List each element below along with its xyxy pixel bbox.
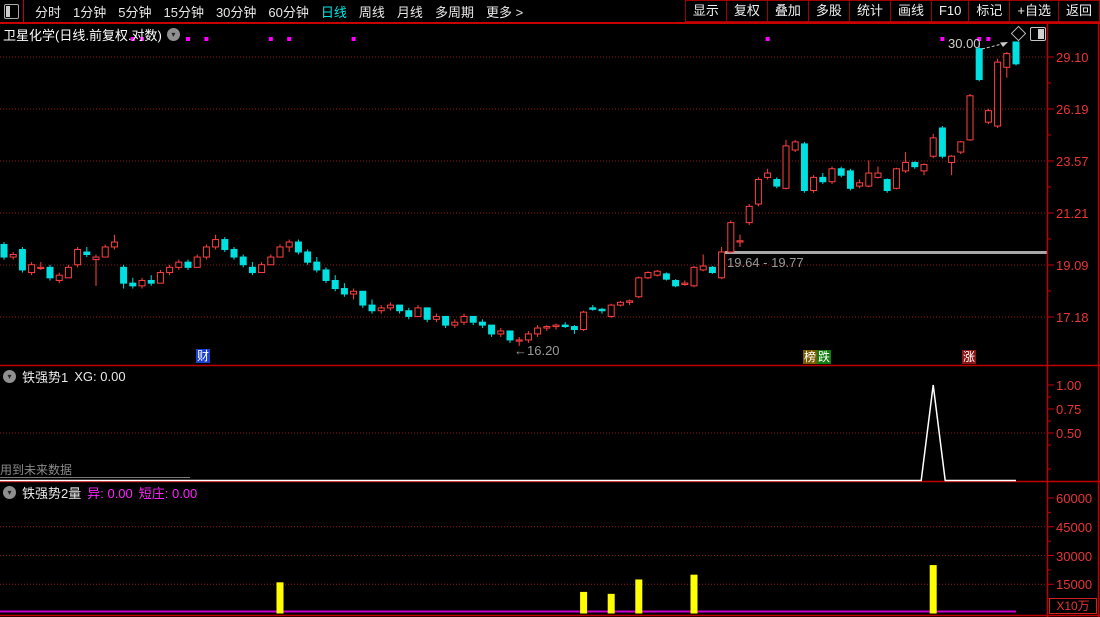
menu-item-3[interactable]: 15分钟 [163, 4, 204, 20]
volume-panel-header: ▾ 铁强势2量 异: 0.00 短庄: 0.00 [3, 483, 197, 502]
toolbar-button-1[interactable]: 复权 [725, 1, 767, 21]
high-price-annotation: 30.00 [948, 36, 981, 51]
chart-badge: 榜 [803, 350, 818, 364]
axis-tick-label: 45000 [1056, 519, 1093, 535]
axis-tick-label: 23.57 [1056, 153, 1089, 169]
menu-item-5[interactable]: 60分钟 [268, 4, 309, 20]
toolbar-button-7[interactable]: 标记 [968, 1, 1009, 21]
panel-layout-icon[interactable] [1030, 27, 1046, 41]
menu-item-0[interactable]: 分时 [35, 4, 62, 20]
panel-layout-icon-fill [1038, 29, 1044, 39]
axis-tick-label: 30000 [1056, 548, 1093, 564]
stock-title: 卫星化学(日线.前复权.对数) [3, 28, 162, 43]
volume-unit-label: X10万 [1049, 598, 1097, 614]
menu-item-8[interactable]: 月线 [396, 4, 423, 20]
menu-item-9[interactable]: 多周期 [434, 4, 474, 20]
toolbar-button-6[interactable]: F10 [930, 1, 968, 21]
volume-indicator-name[interactable]: 铁强势2量 [22, 486, 82, 501]
menu-item-4[interactable]: 30分钟 [215, 4, 257, 20]
menu-item-6[interactable]: 日线 [320, 4, 347, 20]
toolbar-button-0[interactable]: 显示 [692, 3, 719, 18]
axis-tick-label: 1.00 [1056, 378, 1082, 393]
toolbar-button-3[interactable]: 多股 [807, 1, 849, 21]
resistance-range-label: 19.64 - 19.77 [727, 255, 804, 270]
menu-item-7[interactable]: 周线 [358, 4, 385, 20]
axis-tick-label: 15000 [1056, 577, 1093, 593]
title-dropdown-icon[interactable]: ▾ [166, 28, 180, 41]
axis-tick-label: 17.18 [1056, 310, 1089, 325]
axis-tick-label: 19.09 [1056, 257, 1089, 273]
axis-tick-label: 29.10 [1056, 50, 1089, 65]
low-price-annotation: ←16.20 [514, 343, 560, 358]
toolbar-button-8[interactable]: +自选 [1009, 1, 1058, 21]
axis-tick-label: 60000 [1056, 491, 1093, 506]
axis-tick-label: 26.19 [1056, 101, 1089, 117]
menu-item-10[interactable]: 更多 > [485, 4, 524, 20]
axis-tick-label: 0.75 [1056, 402, 1082, 417]
volume-panel-dropdown-icon[interactable]: ▾ [3, 486, 16, 499]
xg-indicator-value: XG: 0.00 [74, 369, 126, 384]
toolbar-button-9[interactable]: 返回 [1057, 1, 1099, 21]
menu-divider [23, 0, 24, 22]
toolbar-button-5[interactable]: 画线 [889, 1, 931, 21]
warning-underline [0, 477, 190, 478]
chart-badge: 涨 [962, 350, 977, 364]
toolbar-button-4[interactable]: 统计 [848, 1, 890, 21]
xg-panel-dropdown-icon[interactable]: ▾ [3, 370, 16, 383]
menu-item-1[interactable]: 1分钟 [73, 4, 107, 20]
chart-badge: 跌 [817, 350, 832, 364]
future-data-warning: 用到未来数据 [0, 463, 73, 477]
axis-tick-label: 0.50 [1056, 426, 1082, 441]
period-menu: 分时 1分钟 5分钟 15分钟 30分钟 60分钟 日线 周线 月线 多周期 更多 > [29, 2, 529, 21]
xg-indicator-name[interactable]: 铁强势1 [22, 370, 69, 385]
app-window-icon[interactable] [4, 3, 19, 19]
toolbar-buttons: 显示 复权 叠加 多股 统计 画线 F10 标记 +自选 返回 [684, 0, 1100, 22]
axis-tick-label: 21.21 [1056, 206, 1089, 222]
xg-panel-header: ▾ 铁强势1 XG: 0.00 [3, 367, 126, 386]
menu-item-2[interactable]: 5分钟 [118, 4, 152, 20]
app-window-icon-fill [6, 5, 10, 17]
top-menu-bar: 分时 1分钟 5分钟 15分钟 30分钟 60分钟 日线 周线 月线 多周期 更多 > 显示 复权 叠加… [0, 0, 1100, 24]
volume-indicator-value-2: 短庄: 0.00 [138, 486, 198, 501]
chart-title-row: 卫星化学(日线.前复权.对数) ▾ [3, 25, 180, 44]
volume-indicator-value-1: 异: 0.00 [87, 486, 133, 501]
toolbar-button-2[interactable]: 叠加 [766, 1, 808, 21]
chart-badge: 财 [196, 349, 211, 363]
